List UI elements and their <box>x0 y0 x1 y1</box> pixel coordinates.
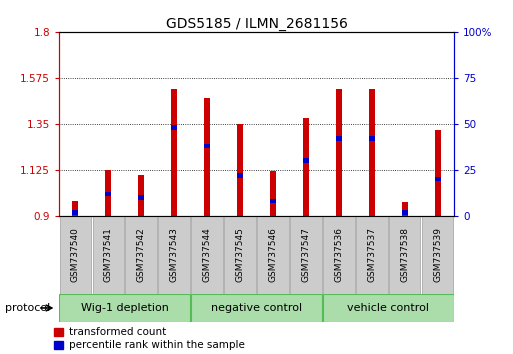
Text: GSM737536: GSM737536 <box>334 227 343 282</box>
Text: GSM737545: GSM737545 <box>235 227 245 282</box>
FancyBboxPatch shape <box>257 216 289 294</box>
Text: negative control: negative control <box>211 303 302 313</box>
FancyBboxPatch shape <box>191 295 322 321</box>
Title: GDS5185 / ILMN_2681156: GDS5185 / ILMN_2681156 <box>166 17 347 31</box>
FancyBboxPatch shape <box>126 216 157 294</box>
Bar <box>204 98 210 216</box>
Text: Wig-1 depletion: Wig-1 depletion <box>81 303 169 313</box>
Bar <box>369 89 374 216</box>
Bar <box>336 136 342 141</box>
FancyBboxPatch shape <box>92 216 124 294</box>
Bar <box>204 144 210 148</box>
Bar <box>237 173 243 178</box>
Bar <box>369 136 374 141</box>
Bar <box>139 175 144 216</box>
Bar <box>171 125 177 130</box>
Text: GSM737539: GSM737539 <box>433 227 442 282</box>
FancyBboxPatch shape <box>422 216 453 294</box>
Bar <box>336 89 342 216</box>
Text: GSM737537: GSM737537 <box>367 227 376 282</box>
Bar <box>237 124 243 216</box>
Bar <box>270 199 276 204</box>
FancyBboxPatch shape <box>60 295 190 321</box>
Bar <box>435 177 441 181</box>
Bar <box>72 210 78 215</box>
FancyBboxPatch shape <box>323 295 453 321</box>
Text: GSM737542: GSM737542 <box>137 228 146 282</box>
Text: GSM737544: GSM737544 <box>203 228 212 282</box>
FancyBboxPatch shape <box>159 216 190 294</box>
Bar <box>402 202 408 216</box>
Text: GSM737538: GSM737538 <box>400 227 409 282</box>
Bar <box>402 210 408 215</box>
Text: GSM737547: GSM737547 <box>301 227 310 282</box>
Text: protocol: protocol <box>5 303 50 313</box>
FancyBboxPatch shape <box>290 216 322 294</box>
Bar <box>435 130 441 216</box>
Text: GSM737540: GSM737540 <box>71 227 80 282</box>
Bar <box>171 89 177 216</box>
FancyBboxPatch shape <box>191 216 223 294</box>
FancyBboxPatch shape <box>224 216 256 294</box>
Text: GSM737543: GSM737543 <box>170 227 179 282</box>
Bar <box>105 192 111 196</box>
Legend: transformed count, percentile rank within the sample: transformed count, percentile rank withi… <box>54 327 244 350</box>
Text: GSM737546: GSM737546 <box>268 227 278 282</box>
FancyBboxPatch shape <box>60 216 91 294</box>
Bar <box>139 195 144 200</box>
Text: vehicle control: vehicle control <box>347 303 429 313</box>
Text: GSM737541: GSM737541 <box>104 227 113 282</box>
Bar <box>105 170 111 216</box>
FancyBboxPatch shape <box>356 216 387 294</box>
Bar <box>303 159 309 163</box>
Bar <box>270 171 276 216</box>
FancyBboxPatch shape <box>389 216 421 294</box>
FancyBboxPatch shape <box>323 216 354 294</box>
Bar <box>303 118 309 216</box>
Bar <box>72 201 78 216</box>
